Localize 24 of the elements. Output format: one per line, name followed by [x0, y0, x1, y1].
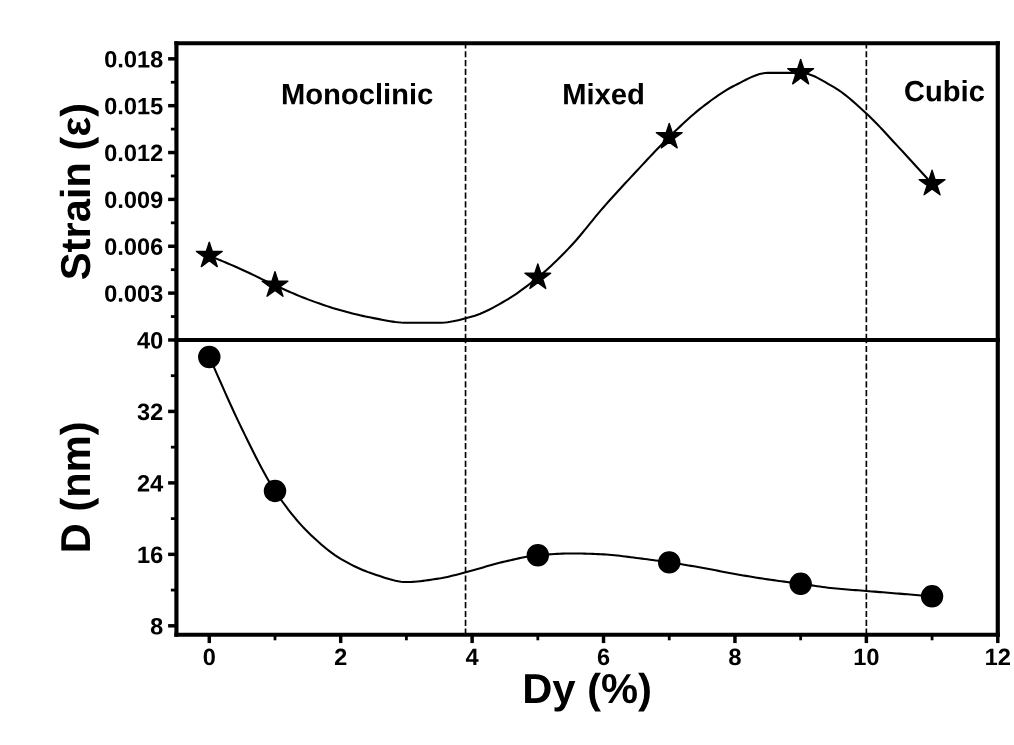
y-axis-title: Strain (ε) — [59, 105, 99, 279]
y-tick-label: 0.009 — [105, 191, 163, 209]
y-tick-label: 8 — [150, 617, 163, 635]
x-tick-label: 12 — [986, 648, 1010, 666]
y-tick-label: 0.015 — [105, 97, 163, 115]
x-axis-title: Dy (%) — [525, 672, 650, 712]
y-tick-label: 0.018 — [105, 50, 163, 68]
x-tick-label: 4 — [465, 648, 479, 666]
y-tick-label: 24 — [137, 474, 164, 492]
x-tick-label: 6 — [597, 648, 610, 666]
x-tick-label: 10 — [854, 648, 879, 666]
x-tick-label: 2 — [334, 648, 347, 666]
x-tick-label: 8 — [729, 648, 741, 666]
annotation: Cubic — [905, 80, 985, 102]
y-tick-label: 16 — [138, 546, 163, 564]
x-tick-label: 0 — [203, 648, 215, 666]
annotation: Monoclinic — [282, 83, 433, 105]
y-tick-label: 40 — [137, 332, 163, 349]
y-tick-label: 0.003 — [105, 285, 163, 302]
y-tick-label: 32 — [137, 403, 163, 421]
y-tick-label: 0.006 — [105, 238, 163, 256]
y-tick-label: 0.012 — [105, 144, 163, 162]
y-axis-title: D (nm) — [59, 423, 99, 551]
annotation: Mixed — [564, 83, 643, 105]
